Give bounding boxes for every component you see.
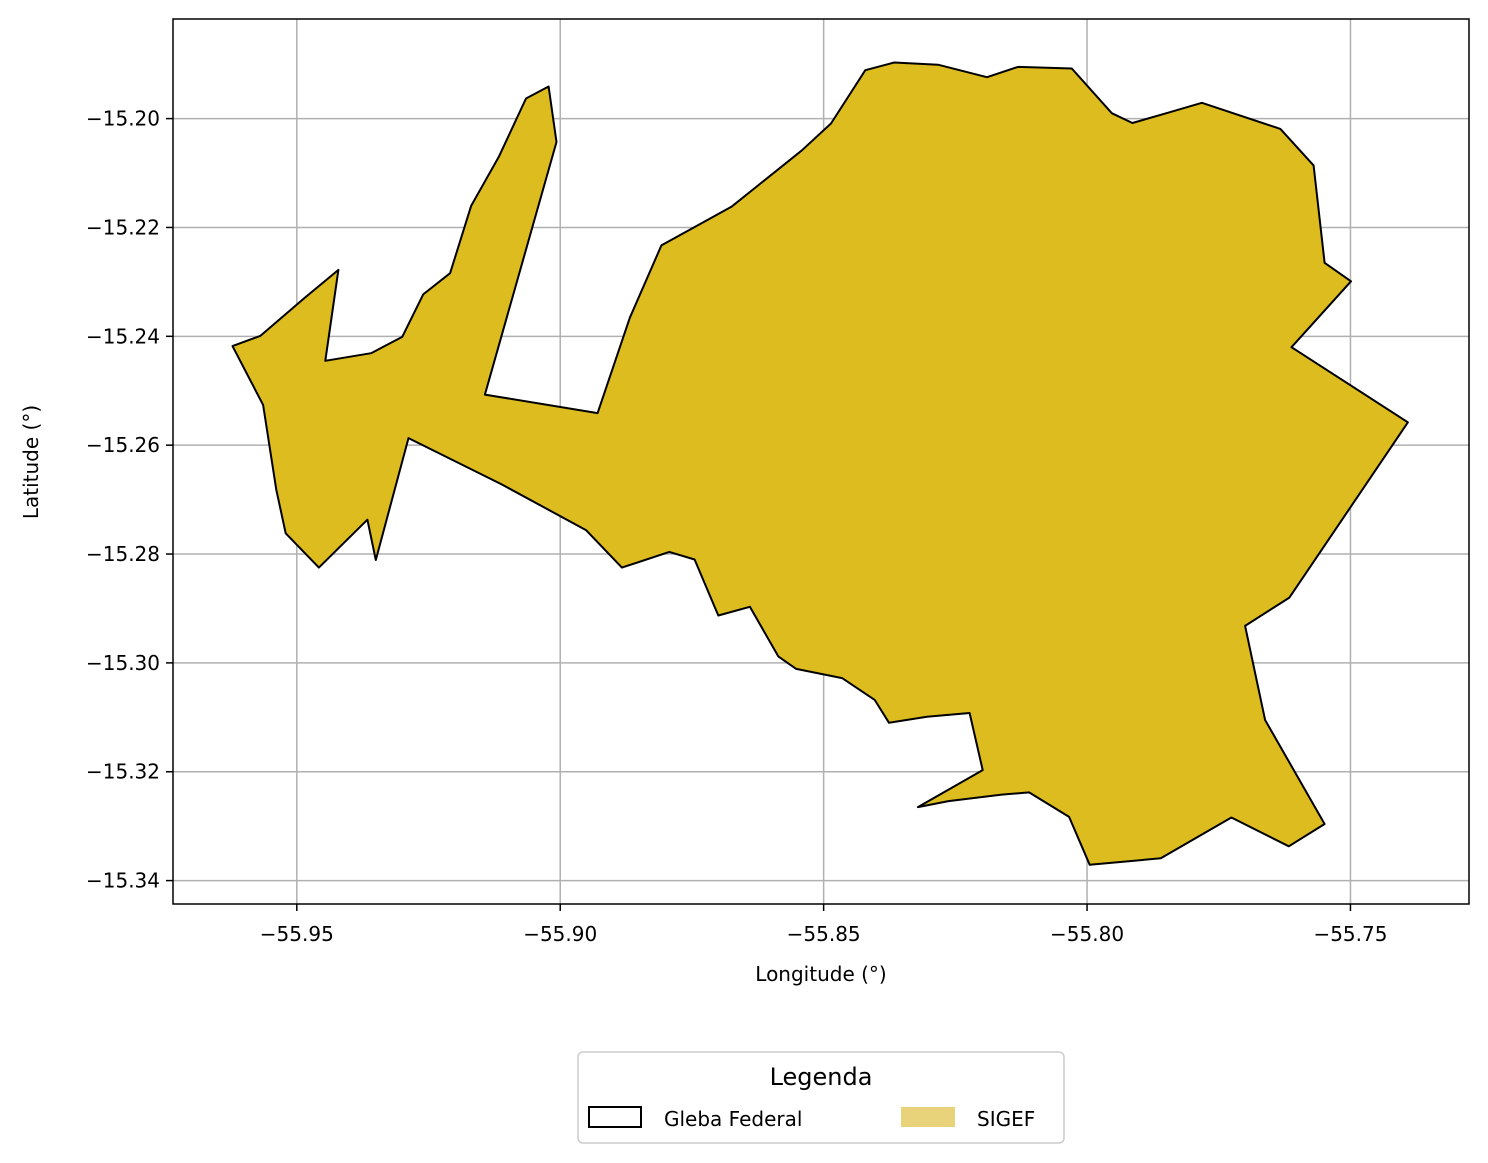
x-tick-label: −55.80 xyxy=(1050,922,1124,946)
sigef-area-polygon xyxy=(231,61,1409,866)
y-tick-label: −15.32 xyxy=(86,760,160,784)
x-tick-label: −55.95 xyxy=(260,922,334,946)
x-axis-label: Longitude (°) xyxy=(755,962,886,986)
x-tick-label: −55.90 xyxy=(523,922,597,946)
x-axis-ticks: −55.95 −55.90 −55.85 −55.80 −55.75 xyxy=(260,904,1387,946)
legend-label-sigef: SIGEF xyxy=(977,1107,1035,1131)
y-tick-label: −15.20 xyxy=(86,107,160,131)
y-axis-ticks: −15.20 −15.22 −15.24 −15.26 −15.28 −15.30 −15.… xyxy=(86,107,173,893)
y-tick-label: −15.24 xyxy=(86,324,160,348)
legend-swatch-sigef xyxy=(901,1107,955,1127)
y-axis-label: Latitude (°) xyxy=(19,405,43,519)
y-tick-label: −15.28 xyxy=(86,542,160,566)
y-tick-label: −15.30 xyxy=(86,651,160,675)
y-tick-label: −15.22 xyxy=(86,215,160,239)
legend-label-gleba-federal: Gleba Federal xyxy=(664,1107,802,1131)
x-tick-label: −55.75 xyxy=(1313,922,1387,946)
y-tick-label: −15.34 xyxy=(86,869,160,893)
x-tick-label: −55.85 xyxy=(787,922,861,946)
y-tick-label: −15.26 xyxy=(86,433,160,457)
plot-frame xyxy=(172,18,1470,905)
legend: Legenda Gleba Federal SIGEF xyxy=(577,1051,1065,1144)
legend-swatch-gleba-federal xyxy=(588,1106,642,1128)
legend-title: Legenda xyxy=(770,1063,873,1091)
